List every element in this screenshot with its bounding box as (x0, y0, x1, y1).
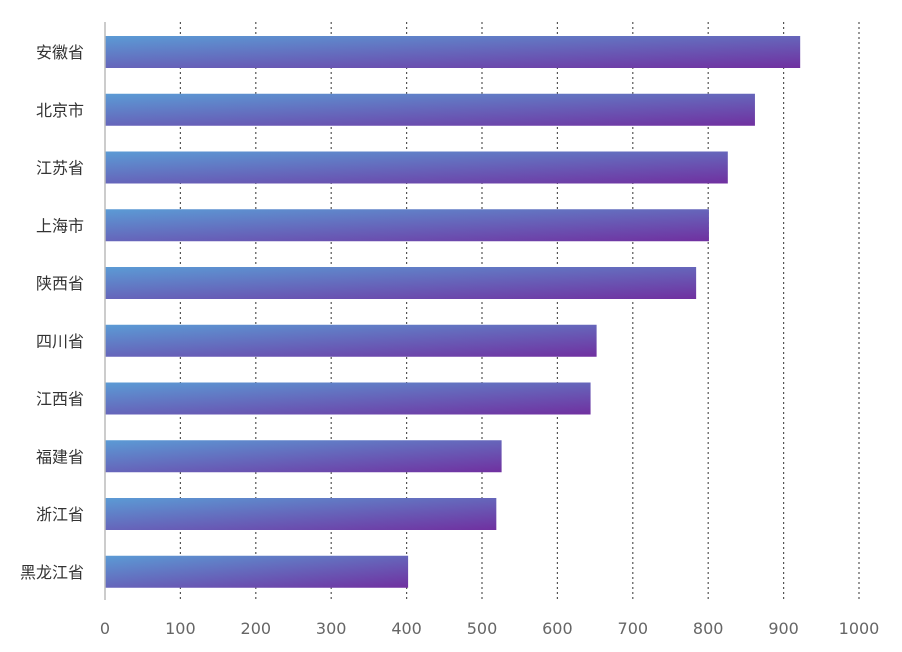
x-tick-label: 0 (100, 619, 110, 638)
category-label: 安徽省 (36, 43, 84, 62)
x-tick-label: 300 (316, 619, 347, 638)
bar (105, 498, 497, 530)
x-tick-label: 200 (241, 619, 272, 638)
bar (105, 209, 709, 242)
x-tick-label: 700 (618, 619, 649, 638)
x-tick-label: 800 (693, 619, 724, 638)
x-tick-label: 100 (165, 619, 196, 638)
x-tick-label: 400 (391, 619, 422, 638)
category-label: 北京市 (36, 101, 84, 120)
x-tick-label: 600 (542, 619, 573, 638)
x-tick-label: 500 (467, 619, 498, 638)
bar (105, 555, 409, 588)
category-label: 江苏省 (36, 159, 84, 178)
category-label: 上海市 (36, 216, 84, 235)
category-label: 江西省 (36, 390, 84, 409)
x-tick-label: 900 (768, 619, 799, 638)
bar (105, 324, 597, 357)
category-label: 浙江省 (36, 505, 84, 524)
category-label: 黑龙江省 (20, 563, 84, 582)
x-tick-label: 1000 (839, 619, 880, 638)
bar (105, 93, 755, 126)
bars (105, 36, 801, 588)
category-label: 福建省 (36, 447, 84, 466)
category-label: 陕西省 (36, 274, 84, 293)
category-label: 四川省 (36, 332, 84, 351)
bar (105, 382, 591, 415)
bar (105, 440, 502, 473)
bar (105, 267, 697, 299)
x-tick-labels: 0 100 200 300 400 500 600 700 800 900 1000 (100, 619, 879, 638)
bar (105, 151, 728, 184)
bar (105, 36, 801, 68)
